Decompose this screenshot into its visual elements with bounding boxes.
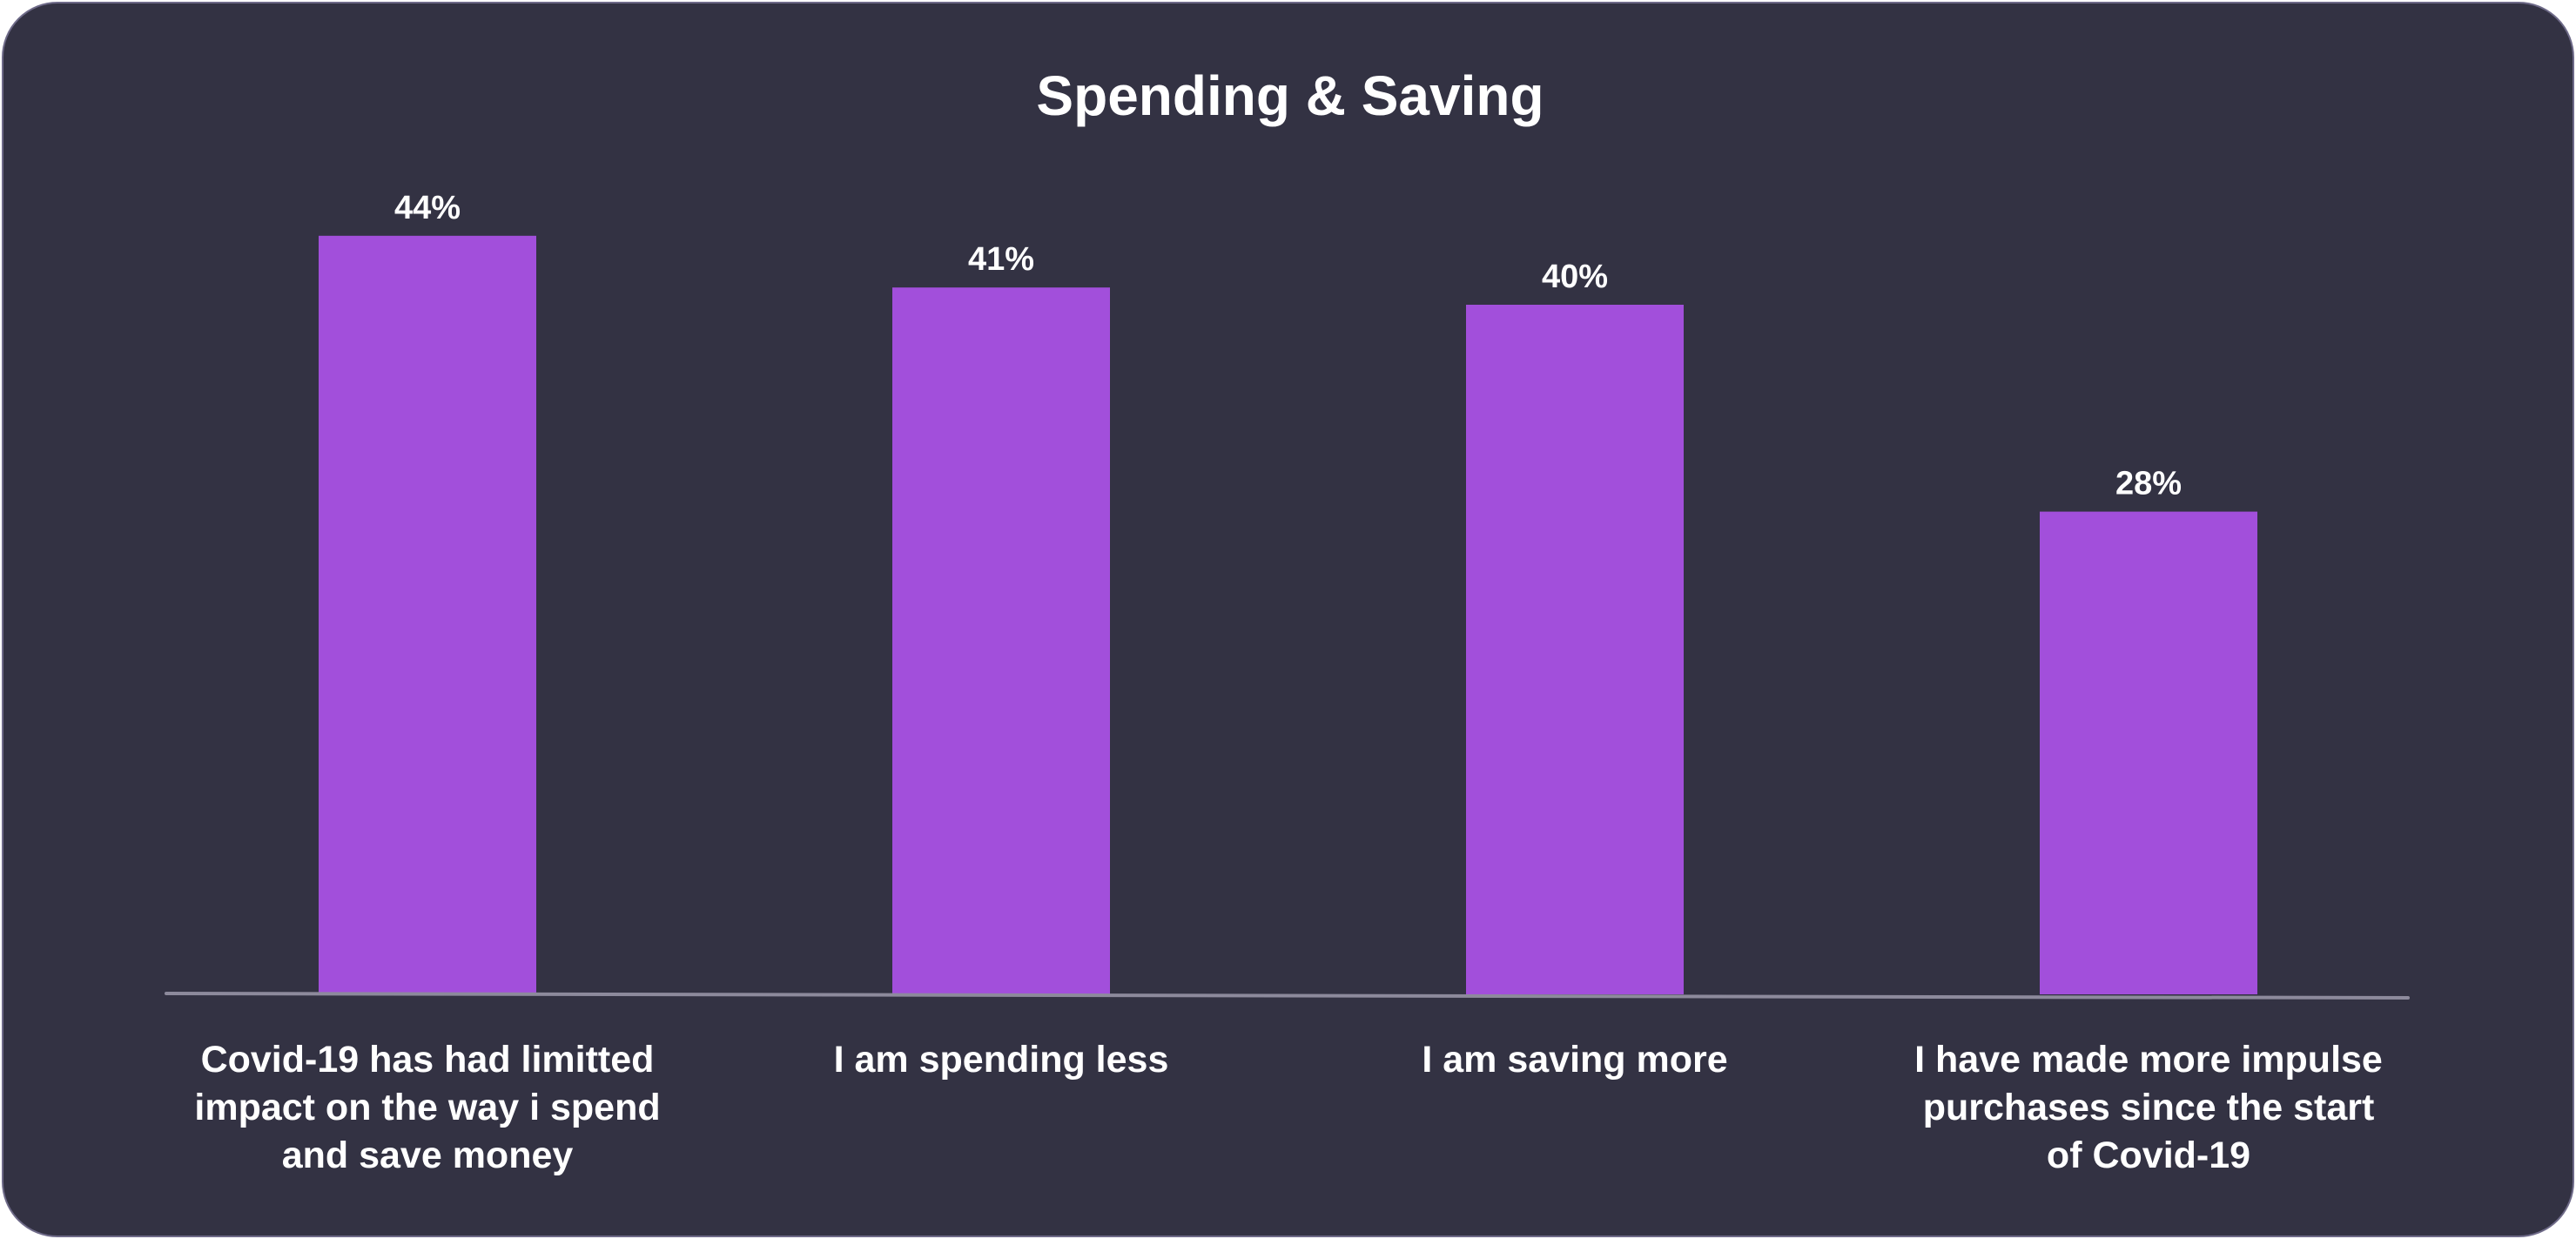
category-label-4-line-1: I have made more impulse	[1914, 1039, 2383, 1081]
category-label-1: Covid-19 has had limitted impact on the w…	[194, 1039, 660, 1176]
bar-4	[2040, 511, 2257, 994]
category-label-3-line-1: I am saving more	[1422, 1039, 1727, 1081]
category-label-2: I am spending less	[834, 1039, 1169, 1081]
value-label-3: 40%	[1542, 259, 1608, 295]
category-label-1-line-1: Covid-19 has had limitted	[201, 1039, 655, 1081]
value-label-2: 41%	[968, 241, 1034, 278]
labels-group: 44% Covid-19 has had limitted impact on th…	[194, 190, 2382, 1176]
category-label-1-line-3: and save money	[282, 1135, 574, 1176]
chart-title: Spending & Saving	[1036, 64, 1544, 127]
bar-1	[319, 235, 536, 994]
category-label-4-line-2: purchases since the start	[1923, 1087, 2375, 1128]
category-label-3: I am saving more	[1422, 1039, 1727, 1081]
category-label-4: I have made more impulse purchases since …	[1914, 1039, 2383, 1176]
value-label-1: 44%	[394, 190, 461, 226]
spending-saving-chart: Spending & Saving 44% Covid-19 has had li…	[165, 64, 2410, 1176]
bar-3	[1466, 305, 1684, 994]
category-label-4-line-3: of Covid-19	[2047, 1135, 2250, 1176]
category-label-1-line-2: impact on the way i spend	[194, 1087, 660, 1128]
bar-2	[892, 287, 1110, 994]
bars-group	[319, 235, 2257, 994]
category-label-2-line-1: I am spending less	[834, 1039, 1169, 1081]
x-axis-line	[165, 992, 2410, 1000]
value-label-4: 28%	[2115, 466, 2182, 502]
